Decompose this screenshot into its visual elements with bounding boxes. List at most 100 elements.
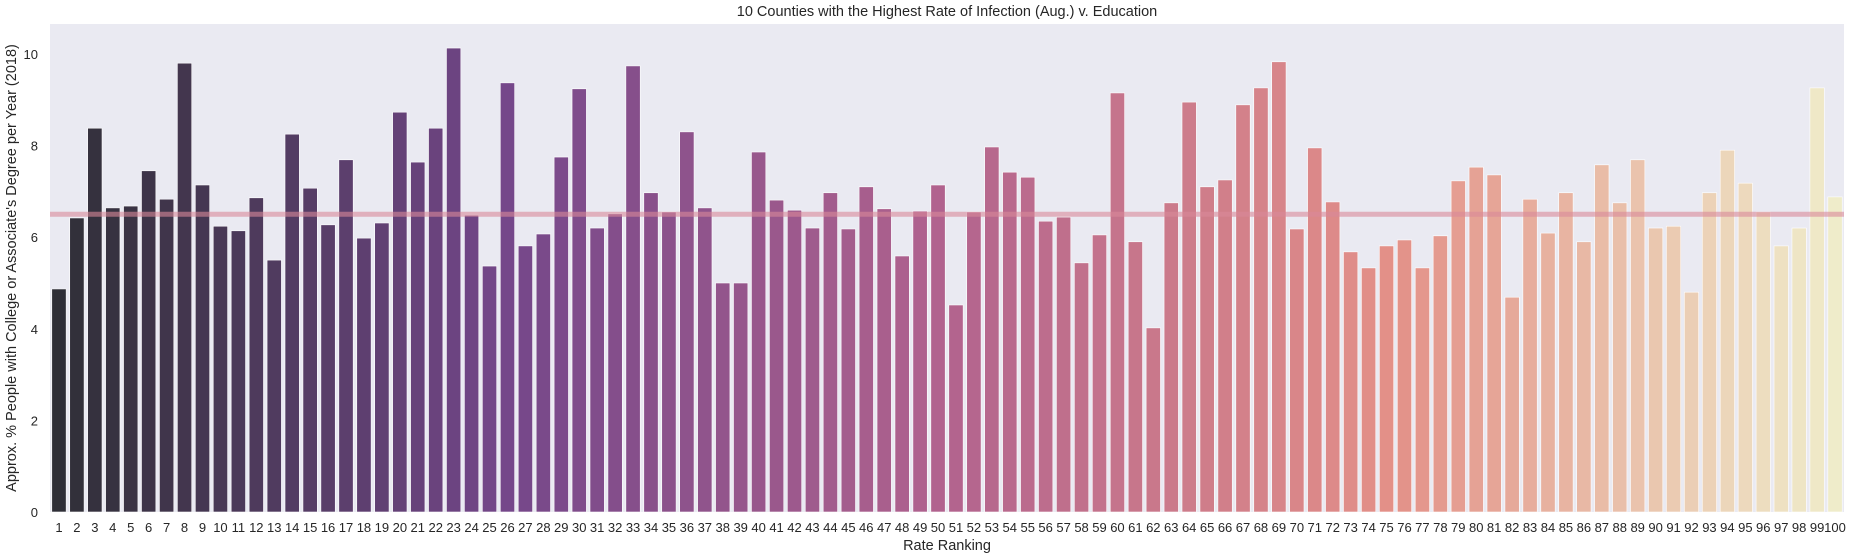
x-tick-label: 62 — [1146, 520, 1160, 535]
bars-group — [51, 47, 1843, 513]
y-tick-label: 10 — [24, 47, 38, 62]
x-tick-label: 14 — [285, 520, 299, 535]
bar-64 — [1181, 101, 1197, 513]
bar-93 — [1701, 192, 1717, 513]
bar-58 — [1074, 262, 1090, 513]
x-tick-label: 76 — [1397, 520, 1411, 535]
x-tick-label: 21 — [411, 520, 425, 535]
bar-98 — [1791, 227, 1807, 513]
x-tick-label: 81 — [1487, 520, 1501, 535]
x-tick-labels: 1 2 3 4 5 6 7 8 9 10 11 12 13 14 15 16 17 18 19 20 21 22 23 24 2… — [55, 520, 1846, 535]
bar-4 — [105, 207, 121, 513]
x-tick-label: 60 — [1110, 520, 1124, 535]
bar-51 — [948, 304, 964, 513]
x-tick-label: 45 — [841, 520, 855, 535]
bar-50 — [930, 184, 946, 513]
x-tick-label: 7 — [163, 520, 170, 535]
bar-77 — [1414, 267, 1430, 513]
x-tick-label: 78 — [1433, 520, 1447, 535]
bar-46 — [858, 186, 874, 513]
x-tick-label: 72 — [1325, 520, 1339, 535]
x-tick-label: 6 — [145, 520, 152, 535]
x-tick-label: 90 — [1648, 520, 1662, 535]
x-tick-label: 25 — [482, 520, 496, 535]
bar-45 — [840, 228, 856, 513]
x-tick-label: 50 — [931, 520, 945, 535]
x-tick-label: 19 — [375, 520, 389, 535]
bar-63 — [1163, 202, 1179, 513]
x-tick-label: 28 — [536, 520, 550, 535]
x-tick-label: 43 — [805, 520, 819, 535]
bar-25 — [482, 265, 498, 513]
bar-95 — [1737, 182, 1753, 513]
bar-40 — [751, 151, 767, 513]
bar-29 — [553, 156, 569, 513]
x-tick-label: 17 — [339, 520, 353, 535]
bar-35 — [661, 211, 677, 513]
bar-19 — [374, 222, 390, 513]
bar-39 — [733, 282, 749, 513]
x-tick-label: 32 — [608, 520, 622, 535]
x-tick-label: 95 — [1738, 520, 1752, 535]
bar-2 — [69, 217, 85, 513]
y-tick-label: 2 — [31, 413, 38, 428]
x-tick-label: 27 — [518, 520, 532, 535]
bar-14 — [284, 133, 300, 513]
bar-55 — [1020, 176, 1036, 513]
bar-56 — [1038, 220, 1054, 513]
bar-10 — [212, 225, 228, 513]
bar-18 — [356, 237, 372, 513]
x-tick-label: 22 — [428, 520, 442, 535]
x-tick-label: 87 — [1595, 520, 1609, 535]
bar-83 — [1522, 198, 1538, 513]
y-axis-label: Approx. % People with College or Associa… — [4, 44, 20, 492]
bar-3 — [87, 127, 103, 513]
bar-11 — [230, 230, 246, 513]
x-tick-label: 9 — [199, 520, 206, 535]
bar-5 — [123, 205, 139, 513]
x-tick-label: 67 — [1236, 520, 1250, 535]
bar-41 — [769, 199, 785, 513]
x-tick-label: 71 — [1308, 520, 1322, 535]
x-tick-label: 92 — [1684, 520, 1698, 535]
x-tick-label: 29 — [554, 520, 568, 535]
x-tick-label: 8 — [181, 520, 188, 535]
bar-28 — [535, 233, 551, 513]
x-tick-label: 68 — [1254, 520, 1268, 535]
x-tick-label: 91 — [1666, 520, 1680, 535]
x-tick-label: 86 — [1577, 520, 1591, 535]
x-tick-label: 4 — [109, 520, 116, 535]
x-tick-label: 15 — [303, 520, 317, 535]
x-tick-label: 52 — [967, 520, 981, 535]
x-tick-label: 34 — [644, 520, 658, 535]
bar-96 — [1755, 211, 1771, 513]
x-tick-label: 99 — [1810, 520, 1824, 535]
x-tick-label: 10 — [213, 520, 227, 535]
x-tick-label: 5 — [127, 520, 134, 535]
x-tick-label: 63 — [1164, 520, 1178, 535]
x-tick-label: 47 — [877, 520, 891, 535]
x-tick-label: 18 — [357, 520, 371, 535]
x-tick-label: 74 — [1361, 520, 1375, 535]
x-tick-label: 70 — [1290, 520, 1304, 535]
x-tick-label: 84 — [1541, 520, 1555, 535]
bar-15 — [302, 187, 318, 513]
bar-80 — [1468, 166, 1484, 513]
bar-91 — [1666, 225, 1682, 513]
x-tick-label: 24 — [464, 520, 478, 535]
x-tick-label: 54 — [1003, 520, 1017, 535]
x-tick-label: 13 — [267, 520, 281, 535]
bar-65 — [1199, 186, 1215, 513]
bar-23 — [446, 47, 462, 513]
x-tick-label: 73 — [1343, 520, 1357, 535]
x-tick-label: 2 — [73, 520, 80, 535]
x-tick-label: 51 — [949, 520, 963, 535]
x-tick-label: 3 — [91, 520, 98, 535]
bar-57 — [1056, 216, 1072, 513]
x-tick-label: 77 — [1415, 520, 1429, 535]
bar-33 — [625, 65, 641, 513]
x-tick-label: 61 — [1128, 520, 1142, 535]
x-tick-label: 33 — [626, 520, 640, 535]
bar-53 — [984, 146, 1000, 513]
